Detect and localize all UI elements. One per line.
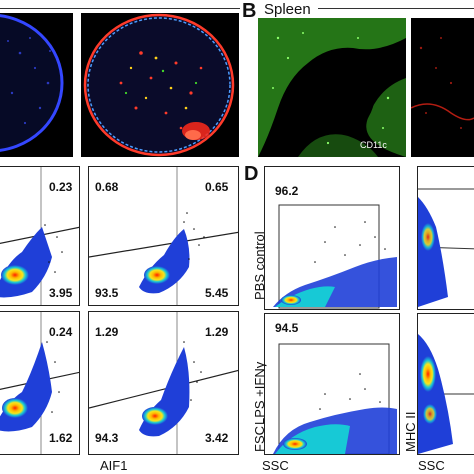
micrograph-b-red [411,18,474,157]
top-frame-line-right [318,8,474,9]
micrograph-a-left [0,13,73,157]
row-label-pbs-control: PBS control [252,231,267,300]
row-label-lps-ifng: LPS +IFNγ [252,361,267,425]
quadrant-value: 3.95 [49,286,73,300]
panel-letter-b: B [242,0,257,22]
quadrant-value: 1.62 [49,431,73,445]
marker-label-cd11c: CD11c [360,140,387,150]
quadrant-value: 5.45 [205,286,229,300]
quadrant-value: 94.3 [95,431,119,445]
quadrant-value: 1.29 [205,325,229,339]
x-axis-label-aif1: AIF1 [100,458,128,473]
y-axis-label-fsc: FSC [252,426,267,452]
facs-d-bottom: 94.5 [264,313,400,455]
quadrant-value: 1.29 [95,325,119,339]
gate-value: 96.2 [275,184,299,198]
quadrant-value: 3.42 [205,431,229,445]
top-frame-line [0,8,240,9]
facs-c-top-left: 0.23 3.95 [0,166,80,306]
facs-d-top: 96.2 [264,166,400,310]
facs-c-bottom-right: 1.29 1.29 94.3 3.42 [88,311,239,455]
gate-value: 94.5 [275,321,299,335]
facs-c-bottom-left: 0.24 1.62 [0,311,80,455]
quadrant-value: 0.65 [205,180,229,194]
quadrant-value: 0.68 [95,180,119,194]
facs-c-top-right: 0.68 0.65 93.5 5.45 [88,166,239,306]
x-axis-label-ssc: SSC [262,458,289,473]
y-axis-label-mhc-ii: MHC II [403,411,418,452]
quadrant-value: 93.5 [95,286,119,300]
facs-d-right-top [417,166,474,310]
micrograph-b-green: CD11c [258,18,406,157]
quadrant-value: 0.23 [49,180,73,194]
x-axis-label-ssc-right: SSC [418,458,445,473]
micrograph-a-right [81,13,239,157]
quadrant-value: 0.24 [49,325,73,339]
facs-d-right-bottom [417,313,474,455]
panel-letter-d: D [244,163,259,185]
panel-b-title: Spleen [264,1,311,18]
